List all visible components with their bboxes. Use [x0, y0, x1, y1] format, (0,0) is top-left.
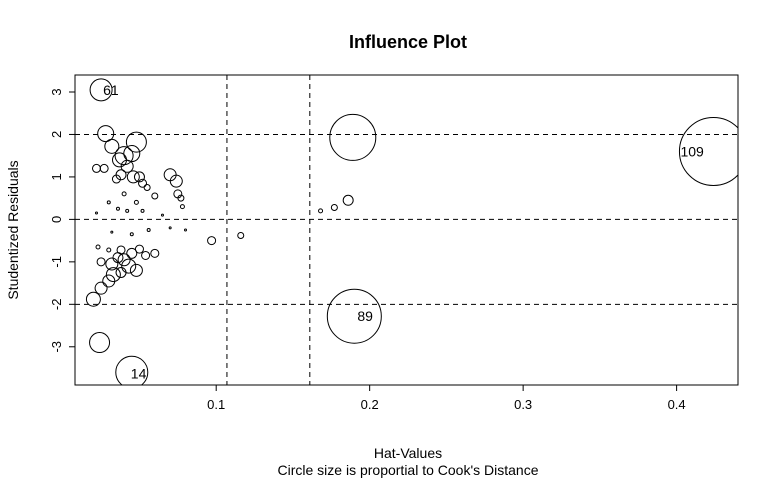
data-point-55 [112, 252, 124, 264]
data-point-40 [184, 228, 187, 232]
data-point-5 [329, 113, 377, 161]
x-tick-label: 0.3 [514, 397, 532, 412]
data-point-61 [94, 281, 108, 295]
data-point-35 [160, 213, 164, 217]
data-point-12 [112, 152, 128, 168]
data-point-28 [121, 191, 127, 197]
chart-subtitle: Circle size is proportial to Cook's Dist… [278, 462, 539, 478]
data-point-3 [326, 288, 382, 344]
data-point-50 [134, 244, 144, 254]
data-point-54 [105, 257, 119, 271]
data-point-8 [125, 131, 147, 153]
data-point-49 [126, 247, 138, 259]
data-point-39 [168, 226, 172, 230]
data-point-21 [143, 184, 151, 192]
data-points [85, 78, 738, 385]
data-point-15 [99, 163, 109, 173]
data-point-42 [237, 232, 245, 240]
data-point-24 [169, 174, 183, 188]
data-point-34 [94, 211, 98, 215]
reference-lines [75, 75, 738, 385]
data-point-33 [140, 208, 145, 213]
data-point-11 [104, 138, 120, 154]
x-tick-label: 0.4 [668, 397, 686, 412]
data-point-1 [89, 78, 113, 102]
data-point-56 [117, 253, 131, 267]
data-point-38 [146, 228, 151, 232]
data-point-41 [207, 236, 217, 246]
y-tick-label: 2 [49, 131, 64, 138]
y-tick-label: 3 [49, 88, 64, 95]
data-point-26 [177, 194, 185, 202]
data-point-6 [89, 332, 111, 354]
data-point-30 [106, 200, 111, 205]
data-point-22 [151, 192, 159, 200]
point-labels: 61 109 89 14 [103, 82, 704, 381]
data-point-44 [330, 203, 338, 211]
data-point-4 [115, 355, 149, 385]
data-point-31 [115, 206, 120, 211]
y-tick-label: -2 [49, 299, 64, 311]
data-point-37 [129, 232, 134, 237]
y-tick-label: -1 [49, 256, 64, 268]
x-axis-label: Hat-Values [374, 445, 442, 461]
data-point-46 [95, 244, 101, 250]
data-point-20 [138, 178, 148, 188]
data-point-58 [129, 263, 143, 277]
data-point-10 [123, 145, 141, 163]
data-point-60 [102, 274, 116, 288]
data-point-53 [96, 257, 106, 267]
data-point-27 [179, 204, 185, 210]
data-point-18 [133, 171, 145, 183]
chart-title: Influence Plot [349, 32, 467, 52]
data-point-23 [163, 168, 177, 182]
data-point-36 [110, 230, 114, 234]
data-point-7 [97, 125, 115, 143]
data-point-59 [105, 267, 121, 283]
data-point-45 [342, 194, 354, 206]
data-point-57 [121, 258, 137, 274]
data-point-19 [111, 174, 121, 184]
y-axis-ticks: -3 -2 -1 0 1 2 3 [49, 88, 75, 353]
data-point-14 [91, 163, 101, 173]
data-point-63 [115, 266, 127, 278]
point-label-61: 61 [103, 82, 119, 98]
data-point-62 [85, 291, 101, 307]
x-axis-ticks: 0.1 0.2 0.3 0.4 [207, 385, 686, 412]
y-tick-label: 1 [49, 173, 64, 180]
x-tick-label: 0.1 [207, 397, 225, 412]
y-axis-label: Studentized Residuals [5, 160, 21, 299]
data-point-32 [125, 208, 130, 213]
data-point-13 [120, 159, 134, 173]
data-point-51 [141, 250, 151, 260]
data-point-47 [106, 247, 112, 253]
y-tick-label: 0 [49, 216, 64, 223]
plot-frame [74, 74, 739, 386]
point-label-109: 109 [680, 143, 704, 159]
data-point-43 [318, 208, 324, 214]
x-tick-label: 0.2 [361, 397, 379, 412]
point-label-89: 89 [357, 308, 373, 324]
data-point-52 [150, 248, 160, 258]
data-point-2 [678, 116, 738, 186]
y-tick-label: -3 [49, 341, 64, 353]
point-label-14: 14 [131, 365, 147, 381]
data-point-17 [126, 170, 140, 184]
data-point-29 [133, 199, 139, 205]
